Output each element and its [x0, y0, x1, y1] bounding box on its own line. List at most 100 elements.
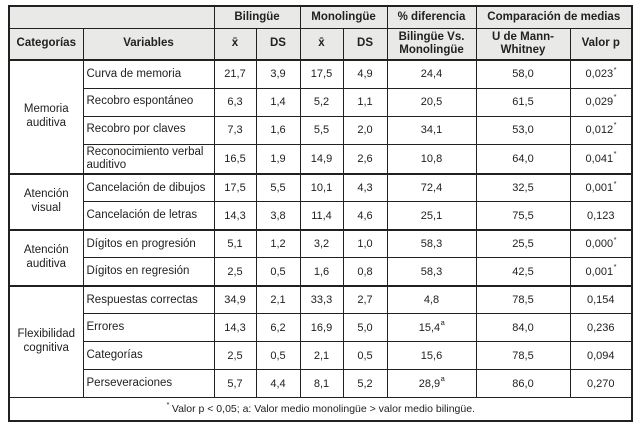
variable-cell: Dígitos en progresión	[82, 228, 215, 259]
valor-p-cell: 0,001*	[569, 172, 633, 203]
monolingue-mean-cell: 8,1	[299, 369, 344, 399]
header-group-monolingue: Monolingüe	[299, 5, 388, 29]
diferencia-cell: 34,1	[386, 115, 477, 145]
variable-cell: Reconocimiento verbal auditivo	[82, 143, 215, 175]
monolingue-ds-cell: 5,0	[342, 313, 388, 343]
table-row: Atención visual Cancelación de dibujos 17,…	[8, 172, 633, 231]
footnote-asterisk: *	[166, 399, 170, 409]
header-valor-p: Valor p	[569, 27, 633, 61]
valor-p-cell: 0,154	[569, 284, 633, 315]
header-mean-bilingue: x̄	[213, 27, 257, 61]
bilingue-ds-cell: 1,9	[255, 143, 301, 175]
monolingue-mean-cell: 10,1	[299, 172, 344, 203]
superscript-marker: *	[613, 120, 617, 130]
header-variables: Variables	[82, 27, 215, 61]
variable-cell: Errores	[82, 313, 215, 343]
superscript-marker: *	[613, 64, 617, 74]
diferencia-cell: 20,5	[386, 87, 477, 117]
variable-cell: Recobro por claves	[82, 115, 215, 145]
variable-cell: Curva de memoria	[82, 59, 215, 89]
valor-p-cell: 0,012*	[569, 115, 633, 145]
bilingue-ds-cell: 3,8	[255, 201, 301, 231]
mann-whitney-cell: 84,0	[475, 313, 571, 343]
diferencia-cell: 25,1	[386, 201, 477, 231]
variable-cell: Recobro espontáneo	[82, 87, 215, 117]
bilingue-ds-cell: 1,2	[255, 228, 301, 259]
bilingue-mean-cell: 6,3	[213, 87, 257, 117]
superscript-marker: *	[613, 234, 617, 244]
mann-whitney-cell: 78,5	[475, 341, 571, 371]
results-table: Bilingüe Monolingüe % diferencia Compara…	[8, 5, 634, 423]
monolingue-ds-cell: 0,5	[342, 341, 388, 371]
header-group-comparacion: Comparación de medias	[475, 5, 633, 29]
table-row: Reconocimiento verbal auditivo 16,5 1,9 14,…	[9, 143, 633, 175]
monolingue-mean-cell: 3,2	[299, 228, 344, 259]
variable-cell: Dígitos en regresión	[82, 257, 215, 287]
monolingue-ds-cell: 4,6	[342, 201, 388, 231]
category-cell: Atención auditiva	[8, 228, 84, 287]
mann-whitney-cell: 78,5	[475, 284, 571, 315]
table-row: Flexibilidad cognitiva Respuestas correct…	[8, 284, 633, 399]
superscript-marker: *	[613, 149, 617, 159]
header-group-diferencia: % diferencia	[386, 5, 477, 29]
footnote-cell: * Valor p < 0,05; a: Valor medio monolin…	[8, 397, 633, 422]
bilingue-mean-cell: 2,5	[213, 341, 257, 371]
monolingue-mean-cell: 17,5	[299, 59, 344, 89]
header-column-row: Categorías Variables x̄ DS x̄ DS Bilingü…	[8, 27, 633, 61]
x-bar-symbol: x̄	[318, 37, 325, 50]
diferencia-cell: 28,9a	[386, 369, 477, 399]
bilingue-ds-cell: 3,9	[255, 59, 301, 89]
mann-whitney-cell: 53,0	[475, 115, 571, 145]
variable-cell: Cancelación de dibujos	[82, 172, 215, 203]
table-footer: * Valor p < 0,05; a: Valor medio monolin…	[8, 397, 633, 422]
mann-whitney-cell: 25,5	[475, 228, 571, 259]
category-cell: Flexibilidad cognitiva	[8, 284, 84, 399]
monolingue-ds-cell: 1,1	[342, 87, 388, 117]
diferencia-cell: 15,4a	[386, 313, 477, 343]
mann-whitney-cell: 75,5	[475, 201, 571, 231]
footnote-text: Valor p < 0,05; a: Valor medio monolingü…	[168, 403, 475, 416]
superscript-marker: a	[440, 318, 445, 328]
monolingue-mean-cell: 2,1	[299, 341, 344, 371]
table-row: Atención auditiva Dígitos en progresión 5,…	[8, 228, 633, 287]
bilingue-mean-cell: 17,5	[213, 172, 257, 203]
variable-cell: Categorías	[82, 341, 215, 371]
bilingue-mean-cell: 14,3	[213, 201, 257, 231]
monolingue-mean-cell: 5,2	[299, 87, 344, 117]
bilingue-mean-cell: 5,7	[213, 369, 257, 399]
monolingue-mean-cell: 16,9	[299, 313, 344, 343]
valor-p-cell: 0,236	[569, 313, 633, 343]
bilingue-mean-cell: 14,3	[213, 313, 257, 343]
valor-p-cell: 0,029*	[569, 87, 633, 117]
header-mean-monolingue: x̄	[299, 27, 344, 61]
diferencia-cell: 15,6	[386, 341, 477, 371]
monolingue-ds-cell: 4,3	[342, 172, 388, 203]
superscript-marker: *	[613, 178, 617, 188]
diferencia-cell: 4,8	[386, 284, 477, 315]
monolingue-ds-cell: 5,2	[342, 369, 388, 399]
bilingue-ds-cell: 1,4	[255, 87, 301, 117]
diferencia-cell: 24,4	[386, 59, 477, 89]
header-ds-monolingue: DS	[342, 27, 388, 61]
bilingue-mean-cell: 34,9	[213, 284, 257, 315]
bilingue-ds-cell: 6,2	[255, 313, 301, 343]
diferencia-cell: 58,3	[386, 257, 477, 287]
table-row: Dígitos en regresión 2,5 0,5 1,6 0,8 58,3 42,5…	[9, 257, 633, 287]
mann-whitney-cell: 32,5	[475, 172, 571, 203]
bilingue-mean-cell: 5,1	[213, 228, 257, 259]
bilingue-mean-cell: 7,3	[213, 115, 257, 145]
monolingue-ds-cell: 2,6	[342, 143, 388, 175]
header-mann-whitney: U de Mann-Whitney	[475, 27, 571, 61]
header-group-row: Bilingüe Monolingüe % diferencia Compara…	[8, 5, 633, 29]
header-bil-vs-mono: Bilingüe Vs. Monolingüe	[386, 27, 477, 61]
mann-whitney-cell: 61,5	[475, 87, 571, 117]
bilingue-ds-cell: 1,6	[255, 115, 301, 145]
diferencia-cell: 10,8	[386, 143, 477, 175]
valor-p-cell: 0,041*	[569, 143, 633, 175]
valor-p-cell: 0,270	[569, 369, 633, 399]
variable-cell: Cancelación de letras	[82, 201, 215, 231]
header-categorias: Categorías	[8, 27, 84, 61]
bilingue-mean-cell: 16,5	[213, 143, 257, 175]
bilingue-mean-cell: 2,5	[213, 257, 257, 287]
mann-whitney-cell: 42,5	[475, 257, 571, 287]
